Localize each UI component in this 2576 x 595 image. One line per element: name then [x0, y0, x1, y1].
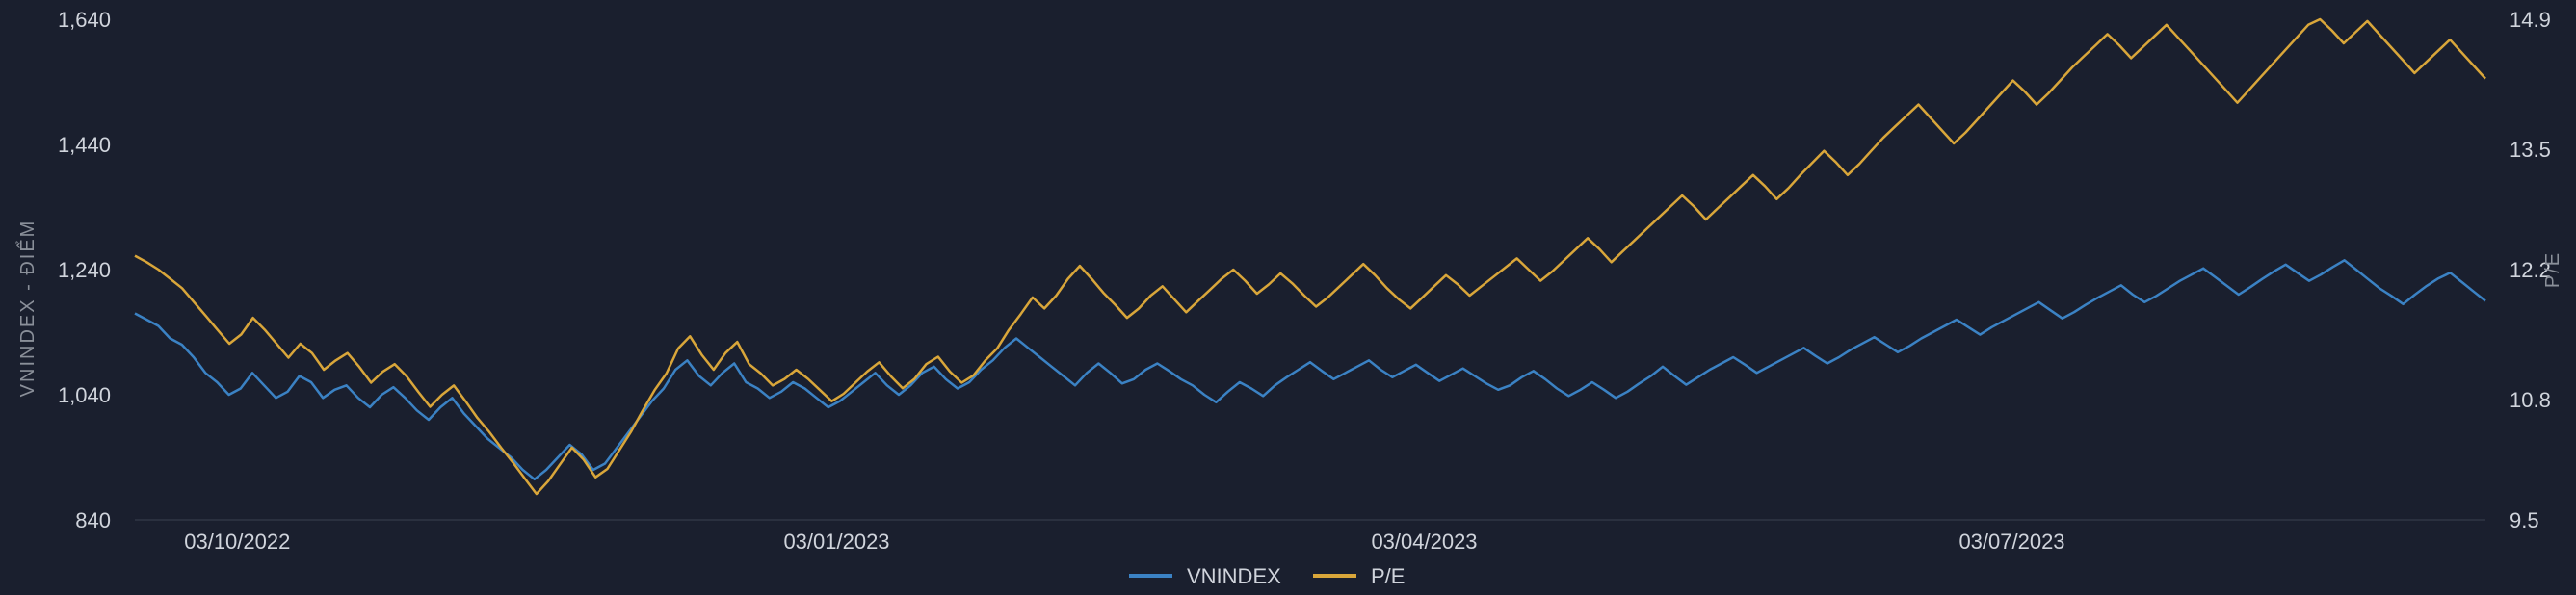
legend-label: P/E — [1371, 564, 1405, 588]
y-right-tick: 10.8 — [2510, 388, 2551, 412]
vnindex-pe-chart: 8401,0401,2401,4401,6409.510.812.213.514… — [0, 0, 2576, 595]
x-tick: 03/10/2022 — [184, 530, 290, 554]
y-left-title: VNINDEX - ĐIỂM — [16, 220, 39, 398]
x-tick: 03/01/2023 — [783, 530, 889, 554]
y-left-tick: 1,240 — [58, 258, 111, 282]
y-left-tick: 1,440 — [58, 133, 111, 157]
y-right-title: P/E — [2542, 251, 2563, 288]
y-right-tick: 13.5 — [2510, 138, 2551, 162]
x-tick: 03/04/2023 — [1371, 530, 1477, 554]
y-right-tick: 9.5 — [2510, 508, 2539, 532]
y-left-tick: 840 — [75, 508, 111, 532]
y-left-tick: 1,640 — [58, 8, 111, 32]
y-left-tick: 1,040 — [58, 383, 111, 407]
x-tick: 03/07/2023 — [1958, 530, 2064, 554]
chart-svg: 8401,0401,2401,4401,6409.510.812.213.514… — [0, 0, 2576, 595]
y-right-tick: 14.9 — [2510, 8, 2551, 32]
legend-label: VNINDEX — [1187, 564, 1281, 588]
